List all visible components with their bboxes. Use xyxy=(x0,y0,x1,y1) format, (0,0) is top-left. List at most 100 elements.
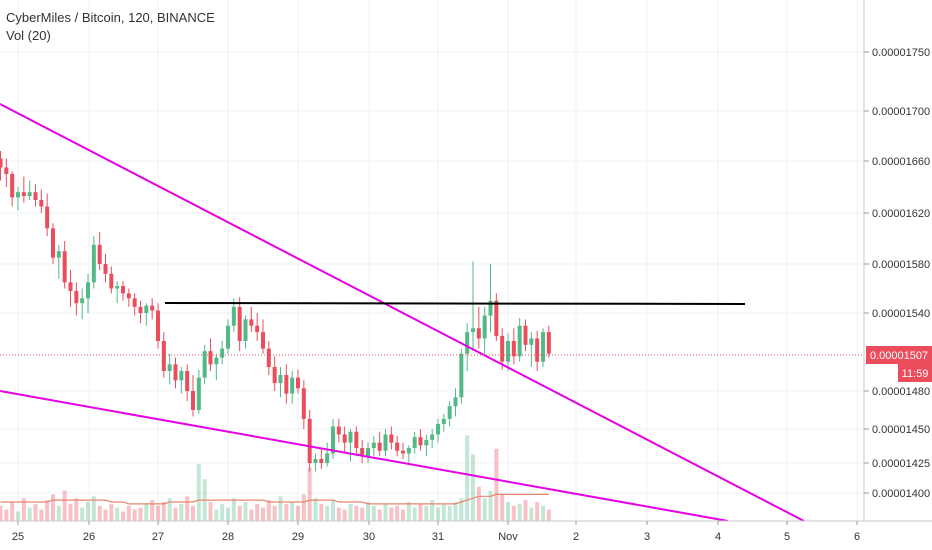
candle-body xyxy=(447,406,452,419)
grid xyxy=(0,0,864,521)
volume-bar xyxy=(529,507,534,521)
volume-bar xyxy=(325,505,330,521)
candle-body xyxy=(406,448,411,454)
volume-bar xyxy=(249,509,254,521)
candle-body xyxy=(144,305,149,313)
volume-bar xyxy=(45,500,50,521)
candle-body xyxy=(220,348,225,358)
volume-bar xyxy=(39,509,44,521)
time-tick-label: 26 xyxy=(83,531,95,543)
chart-title[interactable]: CyberMiles / Bitcoin, 120, BINANCE xyxy=(6,10,215,25)
volume-bar xyxy=(115,507,120,521)
candle-body xyxy=(500,335,505,362)
candle-body xyxy=(319,458,324,463)
volume-bar xyxy=(255,503,260,521)
candle-body xyxy=(196,377,201,410)
candle-body xyxy=(161,341,166,371)
candle-body xyxy=(156,310,160,341)
volume-bar xyxy=(266,500,271,521)
volume-bar xyxy=(366,502,370,521)
trendlines xyxy=(0,103,864,522)
candle-body xyxy=(16,192,20,198)
candle-body xyxy=(80,298,85,304)
candle-body xyxy=(27,192,32,197)
volume-bar xyxy=(348,503,353,521)
candle-body xyxy=(121,286,125,294)
volume-bar xyxy=(471,454,475,521)
candle-body xyxy=(208,351,213,365)
volume-bar xyxy=(243,502,248,521)
candle-body xyxy=(103,264,108,274)
candle-body xyxy=(21,192,26,197)
chart-legend: CyberMiles / Bitcoin, 120, BINANCE Vol (… xyxy=(6,9,215,45)
resistance-line xyxy=(164,302,746,305)
volume-bar xyxy=(307,467,312,521)
volume-bar xyxy=(173,507,178,521)
time-tick-label: 6 xyxy=(854,531,860,543)
volume-bar xyxy=(272,505,277,521)
candle-body xyxy=(173,364,178,381)
countdown-label: 11:59 xyxy=(902,368,929,380)
candle-body xyxy=(51,228,55,258)
volume-bar xyxy=(220,503,225,521)
volume-bar xyxy=(389,507,394,521)
candle-body xyxy=(167,364,172,371)
candle-body xyxy=(272,367,277,383)
candle-body xyxy=(371,442,376,449)
candle-body xyxy=(482,315,487,339)
candle-body xyxy=(325,453,330,463)
price-axis-background[interactable] xyxy=(864,0,932,521)
volume-bar xyxy=(103,509,108,521)
volume-bar xyxy=(430,500,435,521)
volume-bar xyxy=(465,435,470,521)
candle-body xyxy=(313,458,318,463)
volume-bar xyxy=(4,509,9,521)
volume-bar xyxy=(237,505,242,521)
volume-bar xyxy=(27,507,32,521)
time-tick-label: 30 xyxy=(363,531,375,543)
volume-bar xyxy=(401,509,405,521)
volume-bar xyxy=(500,494,505,521)
candle-body xyxy=(307,418,312,463)
candle-body xyxy=(529,338,534,345)
volume-bar xyxy=(331,500,335,521)
time-axis-background[interactable] xyxy=(0,521,932,550)
volume-bars xyxy=(0,435,551,521)
volume-bar xyxy=(138,507,143,521)
volume-bar xyxy=(214,509,219,521)
candle-body xyxy=(360,448,365,457)
candle-body xyxy=(476,328,481,339)
time-tick-label: 28 xyxy=(222,531,234,543)
candle-body xyxy=(412,437,417,449)
candle-body xyxy=(366,448,370,457)
volume-bar xyxy=(167,498,172,521)
volume-bar xyxy=(517,503,522,521)
volume-indicator-label[interactable]: Vol (20) xyxy=(6,28,51,43)
volume-bar xyxy=(424,505,429,521)
candle-body xyxy=(62,251,67,283)
volume-bar xyxy=(126,505,131,521)
candle-body xyxy=(45,206,50,229)
volume-bar xyxy=(16,511,20,521)
descending-trendline-upper xyxy=(0,103,805,522)
volume-bar xyxy=(313,498,318,521)
volume-bar xyxy=(86,502,90,521)
candle-body xyxy=(86,282,90,299)
candle-body xyxy=(243,319,248,341)
candle-body xyxy=(494,300,499,336)
candle-body xyxy=(115,286,120,289)
time-tick-label: 2 xyxy=(573,531,579,543)
volume-bar xyxy=(436,507,440,521)
candle-body xyxy=(33,192,38,200)
candle-body xyxy=(342,434,347,443)
volume-bar xyxy=(523,500,528,521)
candle-body xyxy=(546,332,551,354)
candle-body xyxy=(430,434,435,440)
price-tick-label: 0.00001660 xyxy=(872,156,930,168)
price-tick-label: 0.00001425 xyxy=(872,458,930,470)
time-tick-label: 4 xyxy=(715,531,721,543)
last-price-badge: 0.00001507 11:59 xyxy=(866,346,932,382)
descending-trendline-lower xyxy=(0,390,729,522)
